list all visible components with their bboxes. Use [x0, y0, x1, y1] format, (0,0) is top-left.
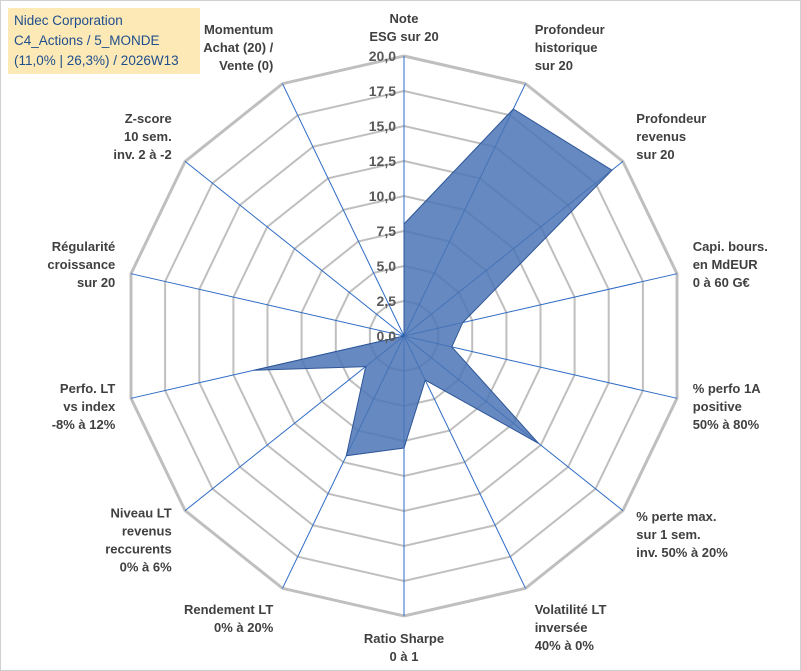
axis-label-line: inv. 2 à -2: [113, 147, 171, 162]
axis-spoke: [282, 83, 405, 337]
axis-label-line: Perfo. LT: [60, 381, 115, 396]
axis-label-line: % perte max.: [636, 509, 716, 524]
axis-spoke: [130, 273, 405, 337]
axis-label-line: 50% à 80%: [693, 417, 760, 432]
radial-tick-label: 10,0: [369, 188, 396, 204]
axis-label: Ratio Sharpe 0 à 1: [364, 631, 444, 664]
axis-label: Note ESG sur 20: [369, 11, 438, 44]
axis-label-line: vs index: [63, 399, 116, 414]
axis-label: Profondeur revenus sur 20: [636, 111, 706, 162]
axis-label-line: 0% à 6%: [120, 560, 172, 575]
axis-label: Z-score 10 sem. inv. 2 à -2: [113, 111, 171, 162]
axis-label-line: Achat (20) /: [203, 40, 273, 55]
axis-label-line: Rendement LT: [184, 602, 273, 617]
axis-label-line: sur 20: [535, 58, 573, 73]
axis-label-line: sur 20: [636, 147, 674, 162]
chart-title-box: Nidec Corporation C4_Actions / 5_MONDE (…: [8, 8, 200, 74]
axis-label-line: sur 1 sem.: [636, 527, 700, 542]
axis-label-line: Ratio Sharpe: [364, 631, 444, 646]
axis-label-line: 0% à 20%: [214, 620, 274, 635]
axis-label-line: croissance: [47, 257, 115, 272]
axis-label-line: 0 à 1: [390, 649, 419, 664]
axis-label-line: inv. 50% à 20%: [636, 545, 728, 560]
axis-label-line: % perfo 1A: [693, 381, 762, 396]
radial-ticks: 0,0 2,5 5,0 7,5 10,0 12,5 15,0 17,5 20,0: [369, 48, 396, 344]
axis-label-line: Z-score: [125, 111, 172, 126]
radial-tick-label: 0,0: [377, 328, 397, 344]
axis-label-line: revenus: [122, 524, 172, 539]
axis-label-line: -8% à 12%: [52, 417, 116, 432]
data-series: [253, 108, 613, 457]
radial-tick-label: 12,5: [369, 153, 396, 169]
radial-tick-label: 5,0: [377, 258, 397, 274]
radial-tick-label: 15,0: [369, 118, 396, 134]
axis-label: Rendement LT 0% à 20%: [184, 602, 274, 635]
axis-label-line: Régularité: [52, 239, 116, 254]
axis-label: % perte max. sur 1 sem. inv. 50% à 20%: [636, 509, 728, 560]
axis-label-line: Capi. bours.: [693, 239, 768, 254]
radial-tick-label: 17,5: [369, 83, 396, 99]
axis-label-line: Profondeur: [535, 22, 605, 37]
axis-label-line: Profondeur: [636, 111, 706, 126]
radial-tick-label: 7,5: [377, 223, 397, 239]
axis-label-line: Niveau LT: [111, 506, 172, 521]
axis-label-line: 10 sem.: [124, 129, 172, 144]
axis-label-line: Momentum: [204, 22, 273, 37]
axis-label: Niveau LT revenus reccurents 0% à 6%: [105, 506, 172, 575]
axis-label-line: Vente (0): [219, 58, 273, 73]
radial-tick-label: 2,5: [377, 293, 397, 309]
axis-label-line: 40% à 0%: [535, 638, 595, 653]
axis-label: Capi. bours. en MdEUR 0 à 60 G€: [693, 239, 768, 290]
axis-label-line: Note: [390, 11, 419, 26]
company-name: Nidec Corporation: [14, 13, 123, 28]
axis-label-line: Volatilité LT: [535, 602, 607, 617]
axis-label-line: sur 20: [77, 275, 115, 290]
axis-label: Régularité croissance sur 20: [47, 239, 115, 290]
axis-label-line: inversée: [535, 620, 588, 635]
axis-label: Profondeur historique sur 20: [535, 22, 605, 73]
axis-labels: Note ESG sur 20 Profondeur historique sur 20…: [47, 11, 767, 664]
portfolio-category: C4_Actions / 5_MONDE: [14, 33, 160, 48]
axis-label-line: 0 à 60 G€: [693, 275, 750, 290]
series-area: [253, 108, 613, 457]
axis-label-line: historique: [535, 40, 598, 55]
axis-label: Volatilité LT inversée 40% à 0%: [535, 602, 607, 653]
radial-tick-label: 20,0: [369, 48, 396, 64]
axis-label: Momentum Achat (20) / Vente (0): [203, 22, 273, 73]
axis-label-line: ESG sur 20: [369, 29, 438, 44]
performance-period: (11,0% | 26,3%) / 2026W13: [14, 53, 179, 68]
axis-label: Perfo. LT vs index -8% à 12%: [52, 381, 116, 432]
axis-label-line: en MdEUR: [693, 257, 759, 272]
axis-label: % perfo 1A positive 50% à 80%: [693, 381, 762, 432]
axis-label-line: reccurents: [105, 542, 171, 557]
axis-label-line: revenus: [636, 129, 686, 144]
axis-label-line: positive: [693, 399, 742, 414]
axis-spoke: [184, 161, 405, 337]
